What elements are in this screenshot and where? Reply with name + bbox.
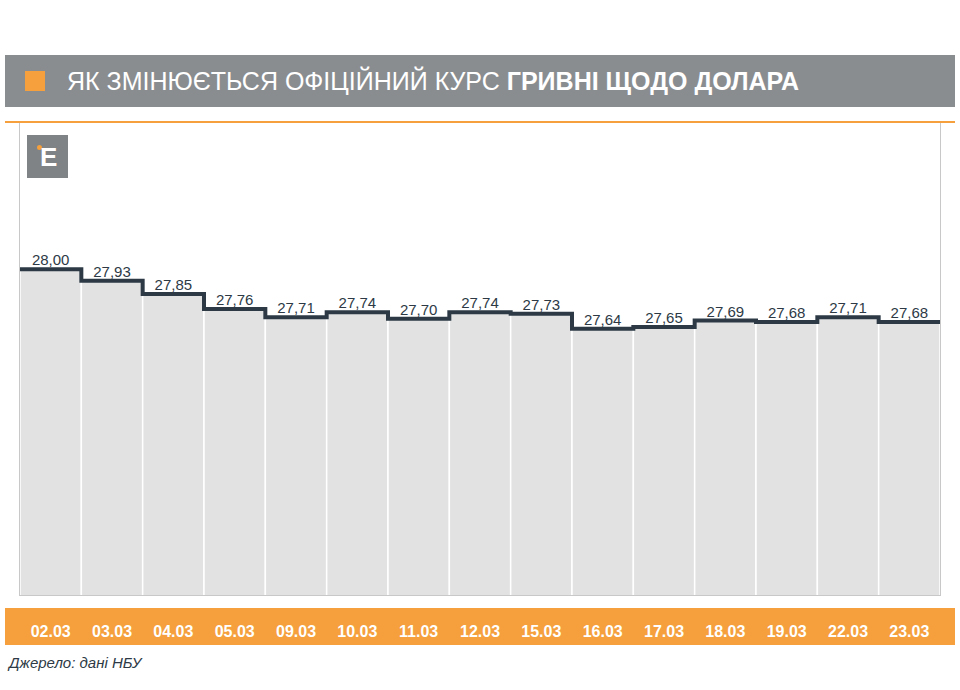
svg-text:27,64: 27,64 (584, 311, 622, 328)
svg-text:18.03: 18.03 (705, 623, 745, 640)
svg-text:27,71: 27,71 (277, 299, 315, 316)
svg-text:27,69: 27,69 (707, 303, 745, 320)
svg-text:22.03: 22.03 (828, 623, 868, 640)
svg-text:27,71: 27,71 (829, 299, 867, 316)
svg-text:27,70: 27,70 (400, 301, 438, 318)
svg-text:15.03: 15.03 (521, 623, 561, 640)
svg-text:E: E (40, 142, 57, 172)
svg-text:23.03: 23.03 (889, 623, 929, 640)
svg-text:12.03: 12.03 (460, 623, 500, 640)
svg-text:17.03: 17.03 (644, 623, 684, 640)
svg-text:11.03: 11.03 (399, 623, 438, 640)
svg-text:10.03: 10.03 (337, 623, 377, 640)
svg-text:16.03: 16.03 (583, 623, 623, 640)
svg-text:05.03: 05.03 (215, 623, 255, 640)
svg-text:27,68: 27,68 (891, 304, 929, 321)
svg-text:27,74: 27,74 (339, 294, 377, 311)
svg-text:27,85: 27,85 (155, 276, 193, 293)
svg-text:Джерело: дані НБУ: Джерело: дані НБУ (7, 654, 143, 671)
svg-text:02.03: 02.03 (31, 623, 71, 640)
svg-text:09.03: 09.03 (276, 623, 316, 640)
svg-text:27,65: 27,65 (645, 309, 683, 326)
svg-text:27,74: 27,74 (461, 294, 499, 311)
svg-text:04.03: 04.03 (153, 623, 193, 640)
svg-text:28,00: 28,00 (32, 251, 70, 268)
svg-text:ЯК ЗМІНЮЄТЬСЯ ОФІЦІЙНИЙ КУРС Г: ЯК ЗМІНЮЄТЬСЯ ОФІЦІЙНИЙ КУРС ГРИВНІ ЩОДО… (67, 66, 799, 95)
svg-text:27,76: 27,76 (216, 291, 254, 308)
svg-text:03.03: 03.03 (92, 623, 132, 640)
svg-text:19.03: 19.03 (767, 623, 807, 640)
svg-text:27,93: 27,93 (93, 263, 131, 280)
svg-text:27,68: 27,68 (768, 304, 806, 321)
svg-text:27,73: 27,73 (523, 296, 561, 313)
